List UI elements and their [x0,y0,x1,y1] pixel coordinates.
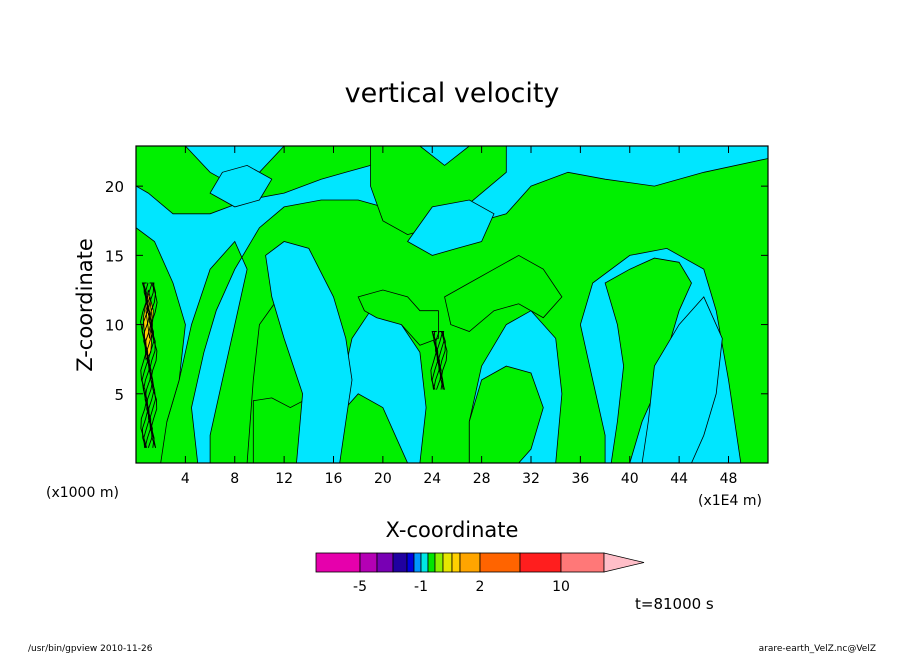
time-label: t=81000 s [635,595,714,613]
colorbar-tick-label: 2 [476,579,485,595]
colorbar-bin [315,552,361,573]
colorbar-bin [406,552,415,573]
colorbar-bin [451,552,461,573]
colorbar-bin [479,552,521,573]
colorbar-bin [434,552,444,573]
positive-velocity-region [444,254,563,332]
negative-velocity-region [641,296,723,463]
dense-contour-line [433,331,440,390]
x-tick-label: 32 [522,471,540,487]
y-axis-ticks: 5 10 15 20 [105,178,768,404]
x-tick-label: 16 [325,471,343,487]
negative-velocity-region [265,241,353,463]
colorbar-bin [420,552,429,573]
colorbar-bin [376,552,394,573]
negative-velocity-region [407,199,495,256]
colorbar-tick-label: 10 [552,579,570,595]
dense-contour-line [440,331,448,390]
x-tick-label: 36 [571,471,589,487]
colorbar-extend-arrow [603,552,645,573]
colorbar-bin [442,552,453,573]
x-tick-label: 8 [230,471,239,487]
colorbar-bin [459,552,481,573]
x-unit-left: (x1000 m) [46,485,119,501]
x-tick-label: 40 [621,471,639,487]
colorbar-tick-label: -1 [414,579,428,595]
x-tick-label: 4 [181,471,190,487]
colorbar-tick-label: -5 [353,579,367,595]
x-axis-label: X-coordinate [386,518,519,542]
dense-contour-line [437,331,445,390]
x-tick-label: 24 [423,471,441,487]
x-axis-ticks: 4 8 12 16 20 24 28 32 36 40 44 48 [181,146,738,487]
colorbar-bin [413,552,422,573]
x-tick-label: 44 [670,471,688,487]
y-tick-label: 15 [105,247,124,265]
dense-contour-line [150,282,158,448]
colorbar-bin [359,552,378,573]
x-tick-label: 20 [374,471,392,487]
x-tick-label: 28 [473,471,491,487]
positive-velocity-region [370,146,507,236]
positive-velocity-region [468,365,544,463]
footer-left: /usr/bin/gpview 2010-11-26 [28,644,153,654]
positive-velocity-region [333,393,409,463]
chart-title: vertical velocity [345,78,560,109]
y-axis-label: Z-coordinate [73,238,97,372]
colorbar [315,552,645,573]
dense-contour-line [147,282,155,448]
positive-velocity-region [357,289,439,346]
colorbar-bin [427,552,436,573]
y-tick-label: 10 [105,317,124,335]
contour-field [136,146,768,463]
dense-contour-line [149,282,157,448]
negative-velocity-region [209,164,273,208]
footer-right: arare-earth_VelZ.nc@VelZ [759,644,876,654]
colorbar-bin [560,552,605,573]
positive-velocity-region [136,227,186,463]
x-tick-label: 48 [720,471,738,487]
colorbar-bin [392,552,408,573]
plot-frame [135,145,769,464]
y-tick-label: 20 [105,178,124,196]
y-tick-label: 5 [114,386,124,404]
colorbar-bin [519,552,562,573]
colorbar-tick-labels: -5 -1 2 10 [353,579,570,595]
x-unit-right: (x1E4 m) [698,493,762,509]
x-tick-label: 12 [275,471,293,487]
